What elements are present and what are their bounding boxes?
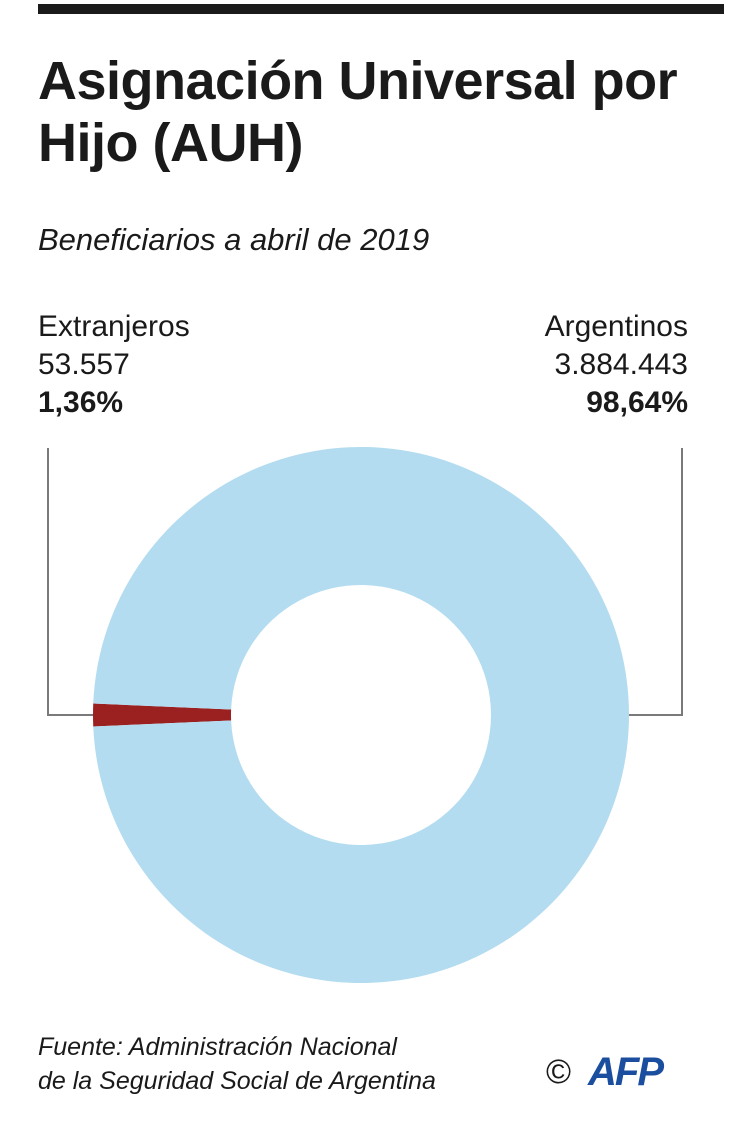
chart-title: Asignación Universal por Hijo (AUH) [38,51,678,173]
leader-line-argentinos [629,448,683,716]
top-rule [38,4,724,14]
slice-percent-argentinos: 98,64% [586,386,688,419]
copyright-symbol: © [546,1053,572,1091]
label-argentinos: Argentinos 3.884.443 98,64% [545,308,688,422]
source-line-1: Fuente: Administración Nacional [38,1033,397,1061]
slice-argentinos [93,446,630,983]
slice-label-extranjeros: Extranjeros [38,310,190,343]
donut-chart [47,446,683,983]
source-line-2: de la Seguridad Social de Argentina [38,1067,436,1095]
afp-logo: AFP [588,1050,664,1094]
slice-extranjeros [93,703,232,727]
slice-percent-extranjeros: 1,36% [38,386,124,419]
leader-line-extranjeros [47,448,93,716]
slice-count-extranjeros: 53.557 [38,348,130,381]
slice-label-argentinos: Argentinos [544,310,688,343]
source-note: Fuente: Administración Nacional de la Se… [38,1030,436,1098]
label-extranjeros: Extranjeros 53.557 1,36% [38,308,190,422]
chart-subtitle: Beneficiarios a abril de 2019 [38,222,430,257]
slice-count-argentinos: 3.884.443 [554,348,688,381]
